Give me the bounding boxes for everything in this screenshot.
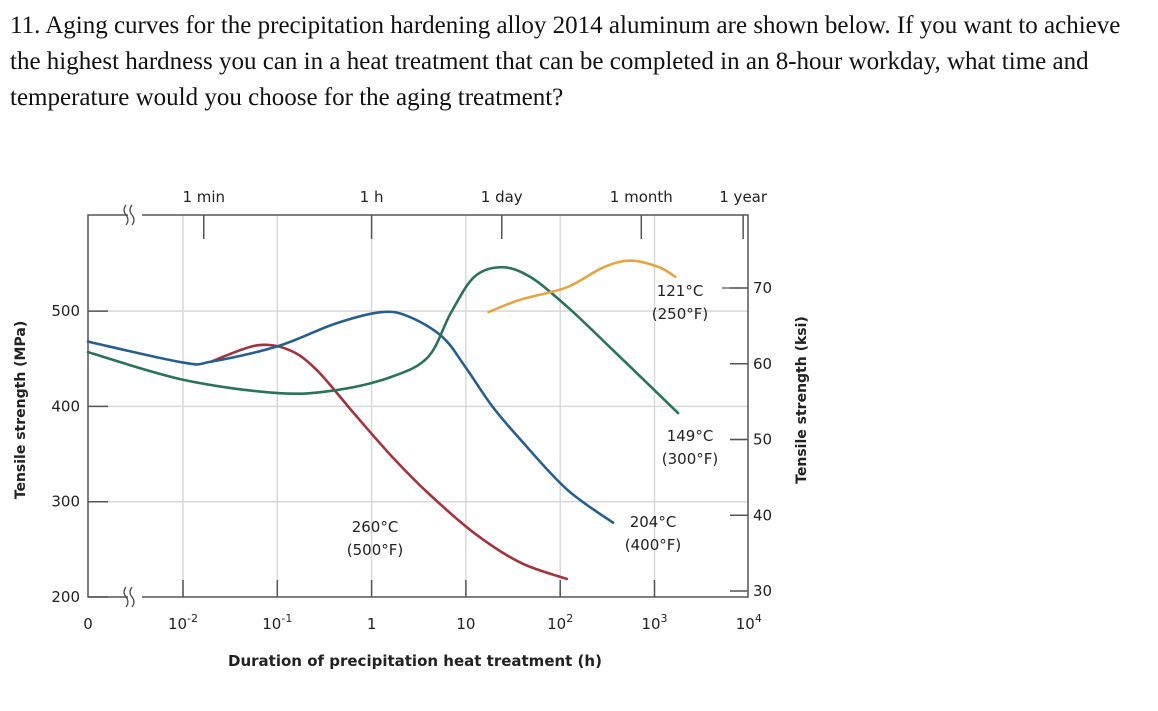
x-tick-label: 10-1 (262, 612, 292, 633)
x-axis-label: Duration of precipitation heat treatment… (228, 652, 602, 670)
x-tick-label: 104 (736, 612, 762, 633)
curve-260c (209, 343, 569, 581)
curve-label-temp-c: 121°C (657, 282, 704, 300)
y-right-tick-label: 50 (753, 431, 772, 449)
x-tick-exponent: 2 (566, 612, 573, 625)
y-tick-label: 300 (51, 493, 80, 511)
curve-label-temp-c: 149°C (667, 427, 714, 445)
curve-149c (86, 265, 680, 415)
y-right-tick-label: 70 (753, 279, 772, 297)
y-axis-label-right: Tensile strength (ksi) (794, 316, 810, 484)
curve-label-temp-c: 260°C (352, 518, 399, 536)
x-tick-label: 1 (367, 615, 377, 633)
question-text: 11. Aging curves for the precipitation h… (10, 12, 1121, 111)
axis-break-gap (128, 212, 142, 218)
y-tick-label: 400 (51, 397, 80, 415)
curves (86, 259, 680, 581)
x-tick-exponent: -1 (281, 612, 292, 625)
y-tick-label: 200 (51, 588, 80, 606)
x-tick-exponent: 3 (661, 612, 668, 625)
x-tick-label: 10-2 (168, 612, 198, 633)
top-tick-label: 1 day (481, 188, 523, 206)
curve-label-temp-c: 204°C (630, 513, 677, 531)
axis-break-gap (128, 594, 142, 600)
y-right-tick-label: 30 (753, 582, 772, 600)
x-tick-label: 0 (83, 615, 93, 633)
y-axis-label-left: Tensile strength (MPa) (13, 321, 29, 499)
curve-label-temp-f: (500°F) (347, 541, 403, 559)
axis-break-icon (123, 204, 135, 226)
top-tick-label: 1 min (182, 188, 225, 206)
axis-break-icon (123, 586, 135, 608)
y-right-tick-label: 60 (753, 355, 772, 373)
top-tick-label: 1 year (719, 188, 768, 206)
curve-204c (86, 310, 615, 524)
top-tick-label: 1 h (360, 188, 384, 206)
x-tick-label: 10 (456, 615, 475, 633)
x-tick-label: 103 (641, 612, 667, 633)
x-tick-label: 102 (547, 612, 573, 633)
curve-label-temp-f: (300°F) (662, 450, 718, 468)
x-tick-exponent: -2 (187, 612, 198, 625)
axes (87, 204, 749, 608)
curve-label-temp-f: (250°F) (652, 305, 708, 323)
curve-121c (487, 259, 677, 314)
top-tick-label: 1 month (610, 188, 673, 206)
grid (88, 215, 748, 597)
curve-label-temp-f: (400°F) (625, 536, 681, 554)
x-tick-exponent: 4 (755, 612, 762, 625)
y-tick-label: 500 (51, 302, 80, 320)
labels: 0 10-2 10-1 1 10 102 103 104 1 min 1 h 1 day 1 mont… (51, 188, 772, 633)
y-right-tick-label: 40 (753, 506, 772, 524)
